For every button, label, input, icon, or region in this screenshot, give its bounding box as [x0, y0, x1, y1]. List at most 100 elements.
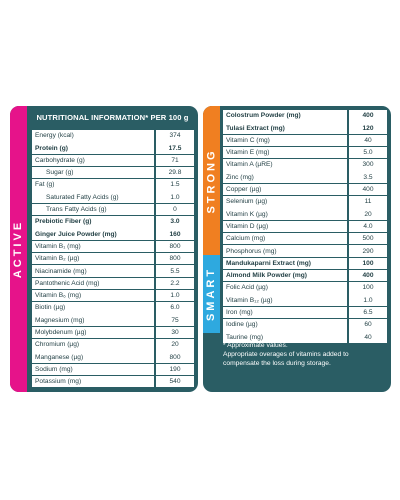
nutrient-name: Iodine (µg)	[223, 319, 347, 331]
nutrient-row: Vitamin A (µRE) 300	[223, 159, 387, 171]
nutrient-name: Vitamin B₆ (mg)	[32, 289, 154, 302]
nutrient-row: Molybdenum (µg) 30	[32, 326, 194, 339]
nutrient-row: Prebiotic Fiber (g) 3.0	[32, 216, 194, 228]
nutrient-row: Vitamin B₂ (µg) 800	[32, 252, 194, 265]
nutrient-value: 800	[156, 252, 194, 265]
nutrient-name: Vitamin K (µg)	[223, 208, 347, 220]
left-nutrient-table: Energy (kcal) 374 Protein (g) 17.5 Carbohydr…	[32, 130, 194, 388]
nutrient-value: 400	[349, 183, 387, 196]
nutrient-value: 3.5	[349, 171, 387, 183]
strong-label: STRONG	[205, 147, 218, 214]
nutrient-row: Vitamin K (µg) 20	[223, 208, 387, 220]
nutrient-name: Energy (kcal)	[32, 130, 154, 142]
nutrient-row: Vitamin B₆ (mg) 1.0	[32, 289, 194, 302]
nutrient-value: 3.0	[156, 216, 194, 228]
nutrient-row: Vitamin B₁ (mg) 800	[32, 240, 194, 253]
nutrient-value: 6.5	[349, 306, 387, 319]
smart-label: SMART	[205, 266, 218, 322]
right-nutrient-table: Colostrum Powder (mg) 400 Tulasi Extract (…	[223, 110, 387, 344]
nutrient-name: Zinc (mg)	[223, 171, 347, 183]
nutrient-name: Vitamin B₂ (µg)	[32, 252, 154, 265]
nutrient-value: 17.5	[156, 142, 194, 154]
nutrient-row: Biotin (µg) 6.0	[32, 302, 194, 314]
nutrient-row: Vitamin E (mg) 5.0	[223, 146, 387, 159]
nutrient-row: Potassium (mg) 540	[32, 375, 194, 388]
nutrient-row: Magnesium (mg) 75	[32, 314, 194, 326]
nutrient-row: Iron (mg) 6.5	[223, 306, 387, 319]
nutrient-value: 800	[156, 240, 194, 253]
nutrient-row: Tulasi Extract (mg) 120	[223, 122, 387, 134]
nutrient-value: 374	[156, 130, 194, 142]
nutrient-row: Saturated Fatty Acids (g) 1.0	[32, 191, 194, 203]
nutrient-name: Phosphorus (mg)	[223, 245, 347, 257]
nutrient-row: Sugar (g) 29.8	[32, 166, 194, 179]
active-side-tab: ACTIVE	[10, 106, 27, 392]
nutrient-row: Carbohydrate (g) 71	[32, 154, 194, 167]
nutrient-value: 75	[156, 314, 194, 326]
nutrient-row: Copper (µg) 400	[223, 183, 387, 196]
nutrient-name: Ginger Juice Powder (mg)	[32, 228, 154, 240]
nutrient-value: 4.0	[349, 220, 387, 233]
footnote-overages: Appropriate overages of vitamins added t…	[223, 351, 349, 367]
nutrient-name: Fat (g)	[32, 179, 154, 191]
nutrient-row: Chromium (µg) 20	[32, 339, 194, 351]
nutrient-name: Trans Fatty Acids (g)	[32, 203, 154, 216]
nutrient-row: Vitamin D (µg) 4.0	[223, 220, 387, 233]
nutrient-value: 400	[349, 269, 387, 282]
nutrient-value: 160	[156, 228, 194, 240]
nutrient-row: Zinc (mg) 3.5	[223, 171, 387, 183]
nutrition-panel-right: STRONG SMART Colostrum Powder (mg) 400 Tul…	[203, 106, 391, 392]
nutrient-name: Colostrum Powder (mg)	[223, 110, 347, 122]
nutrient-row: Fat (g) 1.5	[32, 179, 194, 191]
nutrient-name: Saturated Fatty Acids (g)	[32, 191, 154, 203]
nutrient-name: Pantothenic Acid (mg)	[32, 277, 154, 290]
nutrient-name: Potassium (mg)	[32, 375, 154, 388]
nutrient-name: Manganese (µg)	[32, 351, 154, 363]
nutrient-value: 540	[156, 375, 194, 388]
nutrient-value: 11	[349, 196, 387, 208]
nutrient-value: 500	[349, 232, 387, 245]
nutrient-value: 40	[349, 331, 387, 343]
nutrient-row: Calcium (mg) 500	[223, 232, 387, 245]
active-label: ACTIVE	[12, 219, 25, 279]
nutrient-value: 71	[156, 154, 194, 167]
nutrient-value: 300	[349, 159, 387, 171]
nutrient-row: Energy (kcal) 374	[32, 130, 194, 142]
nutrient-value: 0	[156, 203, 194, 216]
nutrient-value: 60	[349, 319, 387, 331]
nutrient-row: Almond Milk Powder (mg) 400	[223, 269, 387, 282]
nutrient-name: Vitamin A (µRE)	[223, 159, 347, 171]
nutrient-value: 20	[156, 339, 194, 351]
footnote-approx: * Approximate values.	[223, 342, 288, 349]
nutrient-name: Taurine (mg)	[223, 331, 347, 343]
nutrient-row: Niacinamide (mg) 5.5	[32, 265, 194, 277]
nutrition-table-header: NUTRITIONAL INFORMATION* PER 100 g	[36, 112, 189, 122]
nutrient-value: 2.2	[156, 277, 194, 290]
nutrient-name: Mandukaparni Extract (mg)	[223, 257, 347, 270]
nutrient-row: Selenium (µg) 11	[223, 196, 387, 208]
strong-side-tab: STRONG	[203, 106, 220, 255]
nutrient-name: Vitamin B₁ (mg)	[32, 240, 154, 253]
smart-side-tab: SMART	[203, 255, 220, 333]
nutrient-row: Pantothenic Acid (mg) 2.2	[32, 277, 194, 290]
nutrient-name: Prebiotic Fiber (g)	[32, 216, 154, 228]
nutrient-name: Copper (µg)	[223, 183, 347, 196]
nutrient-value: 40	[349, 134, 387, 147]
nutrient-row: Trans Fatty Acids (g) 0	[32, 203, 194, 216]
nutrient-row: Manganese (µg) 800	[32, 351, 194, 363]
nutrient-name: Selenium (µg)	[223, 196, 347, 208]
nutrient-value: 5.0	[349, 146, 387, 159]
nutrient-value: 6.0	[156, 302, 194, 314]
nutrient-name: Folic Acid (µg)	[223, 282, 347, 294]
nutrient-row: Sodium (mg) 190	[32, 363, 194, 376]
nutrient-name: Vitamin D (µg)	[223, 220, 347, 233]
nutrient-value: 1.5	[156, 179, 194, 191]
nutrient-name: Vitamin C (mg)	[223, 134, 347, 147]
nutrient-row: Taurine (mg) 40	[223, 331, 387, 343]
nutrient-value: 29.8	[156, 166, 194, 179]
nutrient-value: 120	[349, 122, 387, 134]
nutrient-name: Carbohydrate (g)	[32, 154, 154, 167]
nutrient-name: Calcium (mg)	[223, 232, 347, 245]
nutrient-row: Ginger Juice Powder (mg) 160	[32, 228, 194, 240]
nutrient-value: 400	[349, 110, 387, 122]
